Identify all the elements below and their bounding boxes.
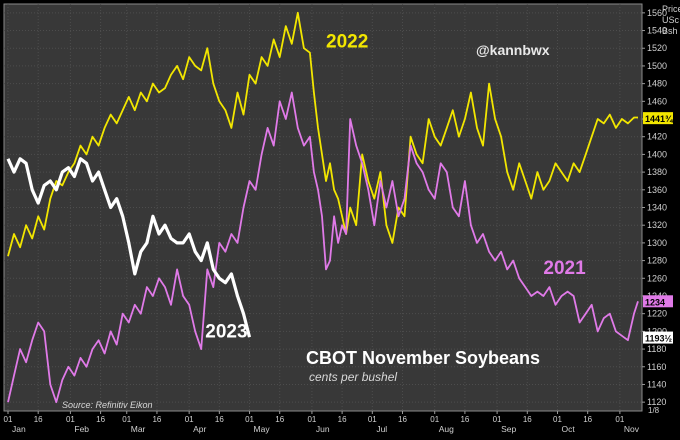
- x-day-tick-label: 16: [398, 415, 407, 424]
- price-tags: 1441¾ 1234 1193½: [643, 112, 674, 344]
- x-month-tick-label: Sep: [501, 424, 516, 434]
- x-day-tick-label: 01: [368, 415, 377, 424]
- chart-subtitle: cents per bushel: [309, 370, 397, 384]
- y-tick-label: 1540: [647, 26, 667, 36]
- series-labels: 2022 2021 2023: [205, 31, 586, 342]
- y-tick-label: 1180: [647, 344, 666, 354]
- y-tick-label: 1300: [647, 238, 667, 248]
- y-tick-label: 1220: [647, 309, 667, 319]
- watermark-handle: @kannbwx: [476, 42, 550, 58]
- series-label-2021: 2021: [543, 258, 586, 279]
- y-tick-label: 1160: [647, 362, 666, 372]
- x-month-tick-label: Apr: [193, 424, 206, 434]
- y-tick-label: 1260: [647, 273, 667, 283]
- corner-fraction-label: 1/8: [648, 406, 660, 415]
- x-axis: 01 16 01 16 01 16 01 16 01 16 01 16 01 16 01 16 01 16 01 16…: [4, 411, 640, 434]
- y-axis: 1120114011601180120012201240126012801300…: [642, 8, 667, 407]
- y-axis-label-currency: USc: [662, 15, 680, 25]
- y-tick-label: 1480: [647, 79, 667, 89]
- y-tick-label: 1420: [647, 132, 667, 142]
- y-axis-label-price: Price: [662, 4, 680, 14]
- x-day-tick-label: 01: [615, 415, 624, 424]
- x-day-tick-label: 16: [583, 415, 592, 424]
- y-tick-label: 1120: [647, 397, 666, 407]
- x-day-tick-label: 16: [96, 415, 105, 424]
- x-day-tick-label: 01: [4, 415, 13, 424]
- price-tag-box: [643, 112, 673, 125]
- y-tick-label: 1140: [647, 379, 666, 389]
- y-axis-label-unit: Bsh: [662, 26, 678, 36]
- x-day-tick-label: 01: [493, 415, 502, 424]
- x-day-tick-label: 16: [523, 415, 532, 424]
- price-tag-label: 1234: [645, 297, 665, 307]
- x-day-tick-label: 16: [460, 415, 469, 424]
- y-tick-label: 1520: [647, 43, 667, 53]
- grid-lines: [4, 4, 642, 411]
- series-line-2021: [7, 91, 639, 404]
- price-tag-box: [643, 331, 673, 344]
- y-tick-label: 1500: [647, 61, 667, 71]
- y-tick-label: 1400: [647, 149, 667, 159]
- x-day-tick-label: 16: [215, 415, 224, 424]
- series-lines: [6, 11, 639, 404]
- price-tag-box: [643, 295, 673, 308]
- x-month-tick-label: Nov: [624, 424, 640, 434]
- x-day-tick-label: 01: [185, 415, 194, 424]
- x-month-tick-label: Jan: [12, 424, 26, 434]
- price-tag-label: 1441¾: [645, 114, 674, 124]
- x-day-tick-label: 16: [152, 415, 161, 424]
- x-day-tick-label: 16: [275, 415, 284, 424]
- x-day-tick-label: 01: [553, 415, 562, 424]
- y-tick-label: 1340: [647, 203, 667, 213]
- chart-title: CBOT November Soybeans: [306, 348, 540, 368]
- series-label-2022: 2022: [326, 31, 368, 52]
- source-note: Source: Refinitiv Eikon: [62, 400, 153, 410]
- x-month-tick-label: May: [254, 424, 271, 434]
- x-day-tick-label: 01: [245, 415, 254, 424]
- y-tick-label: 1560: [647, 8, 667, 18]
- x-day-tick-label: 01: [430, 415, 439, 424]
- series-line-2023: [6, 157, 252, 338]
- y-tick-label: 1280: [647, 256, 667, 266]
- x-month-tick-label: Aug: [439, 424, 454, 434]
- x-month-tick-label: Mar: [131, 424, 146, 434]
- x-month-tick-label: Jul: [376, 424, 387, 434]
- y-tick-label: 1320: [647, 220, 667, 230]
- y-tick-label: 1200: [647, 326, 667, 336]
- x-day-tick-label: 01: [66, 415, 75, 424]
- price-tag-label: 1193½: [645, 334, 673, 344]
- x-day-tick-label: 01: [307, 415, 316, 424]
- y-tick-label: 1380: [647, 167, 667, 177]
- x-day-tick-label: 16: [34, 415, 43, 424]
- series-label-2023: 2023: [205, 322, 247, 343]
- x-month-tick-label: Jun: [316, 424, 330, 434]
- y-tick-label: 1360: [647, 185, 667, 195]
- x-day-tick-label: 01: [122, 415, 131, 424]
- series-line-2022: [7, 11, 638, 257]
- x-month-tick-label: Oct: [561, 424, 575, 434]
- x-month-tick-label: Feb: [74, 424, 89, 434]
- x-day-tick-label: 16: [338, 415, 347, 424]
- y-tick-label: 1460: [647, 96, 667, 106]
